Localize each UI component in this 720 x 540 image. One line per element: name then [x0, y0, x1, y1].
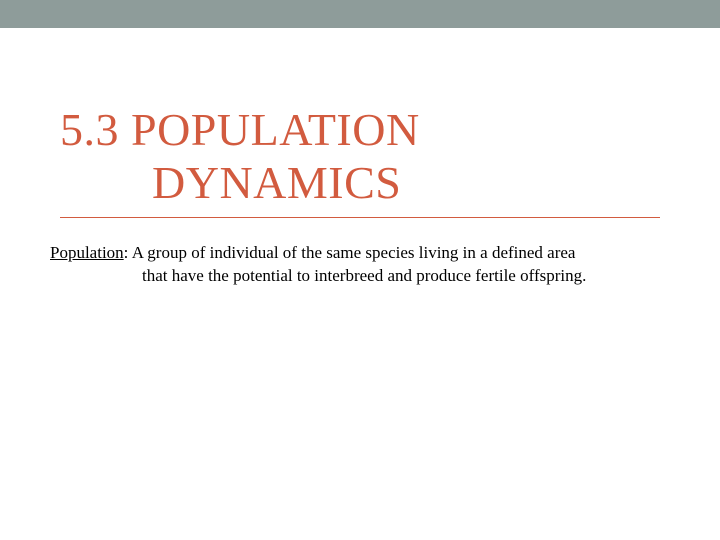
- body-text: Population: A group of individual of the…: [0, 218, 720, 288]
- title-block: 5.3 POPULATION DYNAMICS: [0, 28, 720, 209]
- slide-content: 5.3 POPULATION DYNAMICS Population: A gr…: [0, 28, 720, 288]
- definition-term: Population: [50, 243, 124, 262]
- top-accent-bar: [0, 0, 720, 28]
- title-line-2: DYNAMICS: [60, 156, 660, 209]
- title-line-1: 5.3 POPULATION: [60, 103, 660, 156]
- definition-part-1: : A group of individual of the same spec…: [124, 243, 576, 262]
- definition-part-2: that have the potential to interbreed an…: [50, 265, 675, 288]
